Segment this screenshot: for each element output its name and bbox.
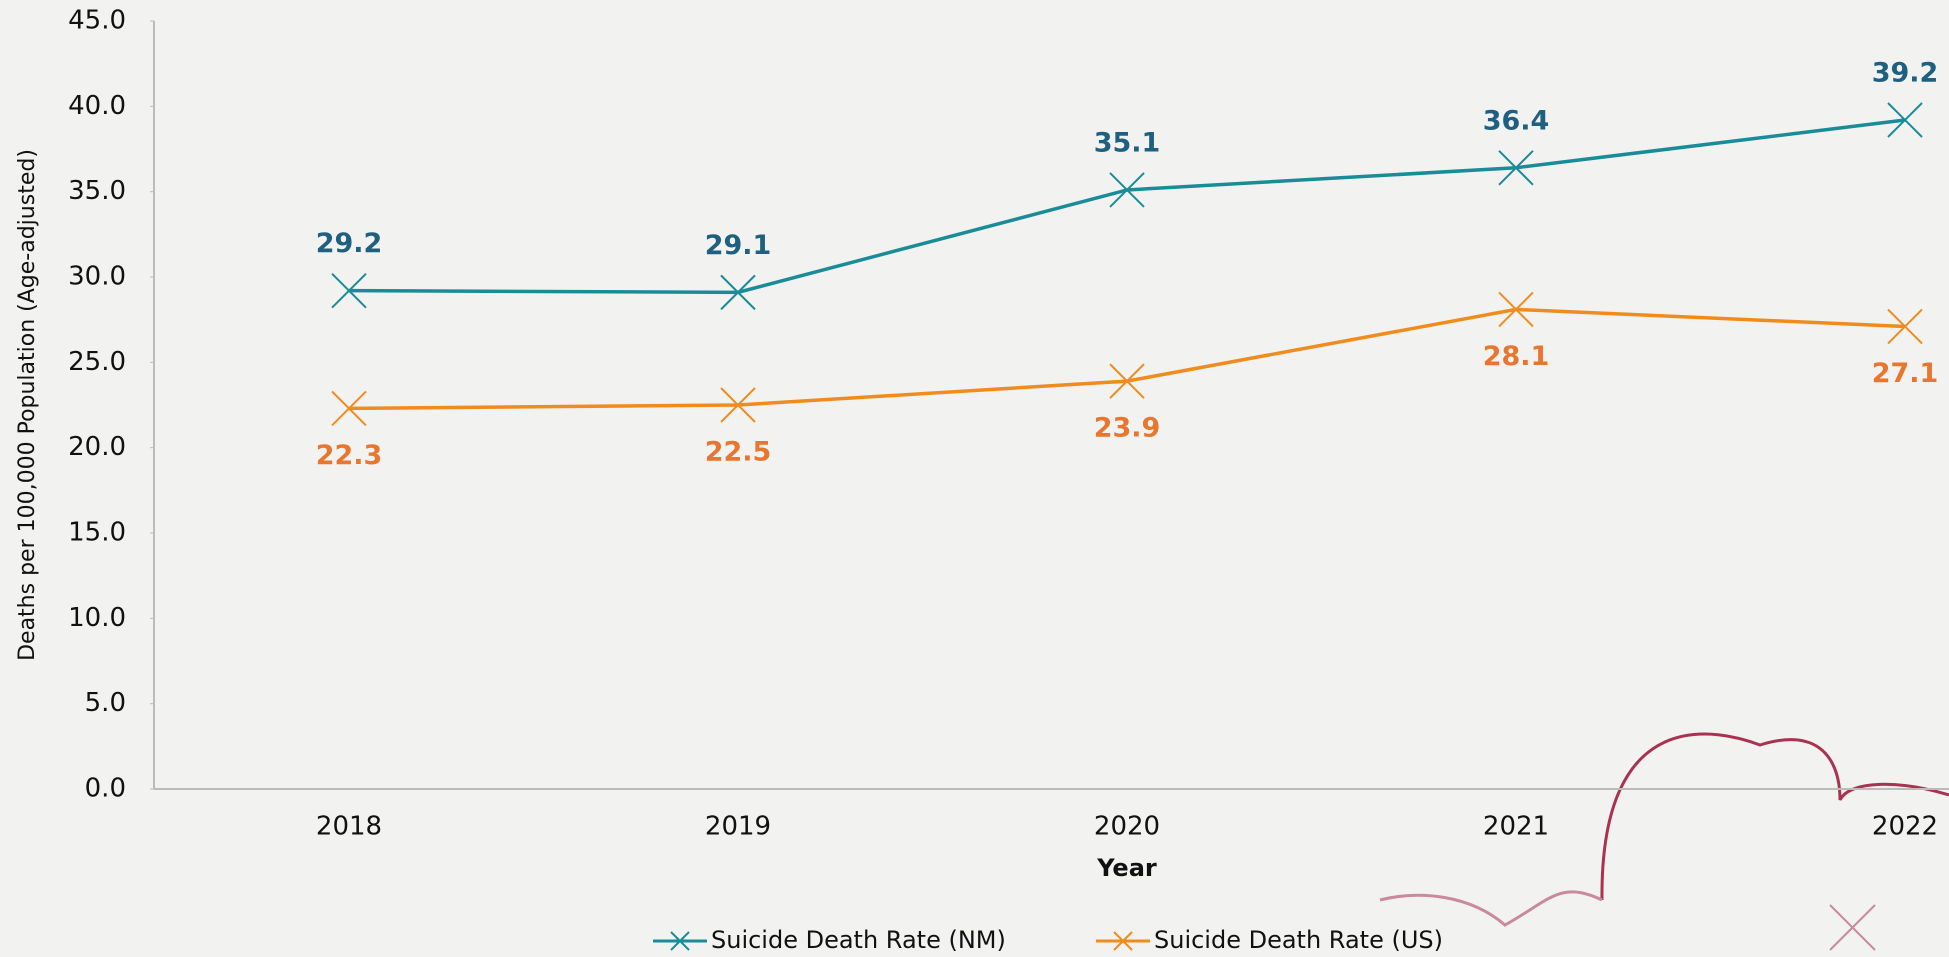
y-tick-label: 25.0 <box>68 347 126 377</box>
data-label: 22.5 <box>705 437 772 468</box>
data-label: 23.9 <box>1094 413 1161 444</box>
x-axis-title: Year <box>1096 854 1157 882</box>
point-marker <box>331 272 367 309</box>
y-tick-label: 45.0 <box>68 6 126 36</box>
y-axis-title: Deaths per 100,000 Population (Age-adjus… <box>15 149 40 661</box>
legend-marker <box>1113 931 1133 951</box>
data-label: 22.3 <box>316 440 383 471</box>
legend-label: Suicide Death Rate (US) <box>1154 926 1443 954</box>
data-label: 35.1 <box>1094 127 1161 158</box>
point-marker <box>1887 308 1923 345</box>
point-marker <box>331 390 367 427</box>
y-tick-label: 30.0 <box>68 262 126 292</box>
y-tick-label: 40.0 <box>68 91 126 121</box>
point-marker <box>1109 172 1145 208</box>
legend-marker <box>670 931 690 951</box>
data-label: 28.1 <box>1483 341 1550 372</box>
point-marker <box>1109 363 1145 399</box>
x-tick-label: 2021 <box>1483 812 1549 842</box>
y-tick-label: 0.0 <box>85 774 126 804</box>
point-marker <box>720 274 756 311</box>
y-tick-label: 20.0 <box>68 432 126 462</box>
data-label: 36.4 <box>1483 105 1550 136</box>
y-tick-label: 15.0 <box>68 518 126 548</box>
point-marker <box>1887 102 1923 138</box>
x-tick-label: 2022 <box>1872 812 1938 842</box>
data-label: 29.1 <box>705 230 772 261</box>
data-label: 27.1 <box>1872 358 1939 389</box>
point-marker <box>1498 291 1534 328</box>
data-label: 39.2 <box>1872 57 1939 88</box>
x-tick-label: 2019 <box>705 812 771 842</box>
x-tick-label: 2018 <box>316 812 382 842</box>
y-tick-label: 5.0 <box>85 688 126 718</box>
x-tick-label: 2020 <box>1094 812 1160 842</box>
point-marker <box>720 387 756 423</box>
legend-label: Suicide Death Rate (NM) <box>711 926 1006 954</box>
y-tick-label: 10.0 <box>68 603 126 633</box>
decoration <box>1379 732 1949 951</box>
data-label: 29.2 <box>316 228 383 259</box>
y-tick-label: 35.0 <box>68 176 126 206</box>
point-marker <box>1498 150 1534 186</box>
